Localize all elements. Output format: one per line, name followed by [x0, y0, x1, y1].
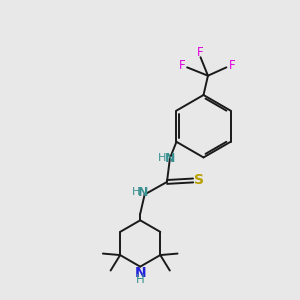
- Text: H: H: [136, 273, 145, 286]
- Text: S: S: [194, 173, 204, 188]
- Text: F: F: [197, 46, 204, 59]
- Text: N: N: [134, 266, 146, 280]
- Text: H: H: [158, 153, 166, 163]
- Text: F: F: [228, 59, 235, 72]
- Text: N: N: [138, 186, 148, 199]
- Text: H: H: [132, 187, 140, 197]
- Text: F: F: [178, 59, 185, 72]
- Text: N: N: [165, 152, 175, 165]
